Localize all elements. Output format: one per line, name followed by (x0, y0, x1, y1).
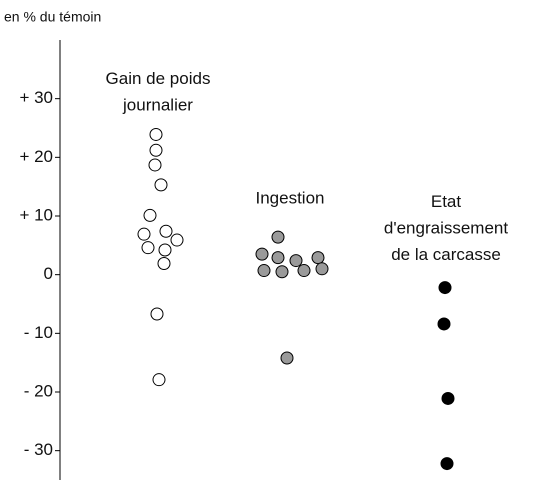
dot (152, 373, 166, 387)
y-axis-label: en % du témoin (4, 9, 101, 25)
dot (311, 251, 325, 265)
y-tick-label: 0 (44, 264, 53, 283)
y-tick-label: + 10 (19, 205, 53, 224)
dot (150, 307, 164, 321)
dot (137, 227, 151, 241)
dot (297, 264, 311, 278)
dot (438, 281, 452, 295)
group-label: Gain de poids journalier (106, 69, 211, 115)
dot (154, 178, 168, 192)
dot (315, 262, 329, 276)
dot (158, 243, 172, 257)
dot (159, 224, 173, 238)
dot (149, 127, 163, 141)
dot (289, 254, 303, 268)
dot (271, 230, 285, 244)
y-tick-label: - 20 (24, 381, 53, 400)
dot (271, 251, 285, 265)
y-tick-label: - 10 (24, 323, 53, 342)
dot (280, 351, 294, 365)
group-label: Ingestion (256, 188, 325, 207)
y-tick-label: - 30 (24, 440, 53, 459)
dot (255, 247, 269, 261)
dot (257, 264, 271, 278)
dot (143, 208, 157, 222)
dot (275, 265, 289, 279)
dot (441, 391, 455, 405)
dot (148, 158, 162, 172)
dot (157, 257, 171, 271)
dot (170, 233, 184, 247)
y-tick-label: + 20 (19, 147, 53, 166)
group-label: Etat d'engraissement de la carcasse (384, 192, 508, 264)
dot (437, 317, 451, 331)
dot (141, 241, 155, 255)
dot (149, 143, 163, 157)
dot (440, 457, 454, 471)
y-tick-label: + 30 (19, 88, 53, 107)
